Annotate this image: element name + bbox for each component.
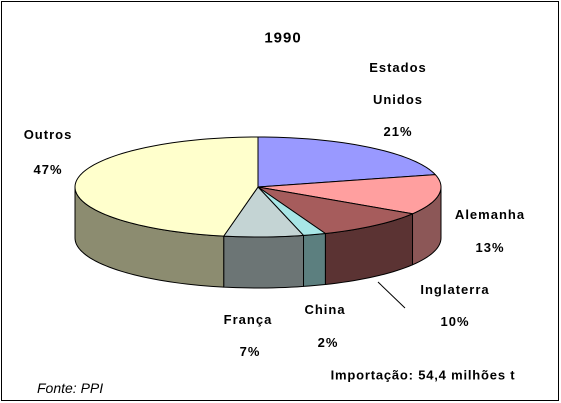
slice-label: Alemanha: [454, 207, 526, 222]
pie: [74, 136, 442, 289]
slice: [257, 186, 414, 234]
slice-label: Inglaterra: [420, 282, 490, 297]
value-label: 7%: [239, 344, 261, 359]
annotation: Importação: 54,4 milhões t: [330, 367, 516, 383]
slice-label: China: [304, 302, 346, 317]
value-label: 10%: [440, 314, 470, 329]
slice-side: [303, 232, 326, 287]
value-label: 2%: [317, 335, 339, 350]
slice-side: [223, 234, 305, 289]
slice-label: França: [223, 312, 273, 327]
source: Fonte: PPI: [37, 380, 104, 396]
value-label: 13%: [475, 240, 505, 255]
chart-title: 1990: [264, 29, 302, 47]
value-label: 47%: [33, 162, 63, 177]
slice-label: Estados Unidos: [369, 60, 427, 107]
slice: [257, 174, 442, 215]
value-label: 21%: [383, 124, 413, 139]
slice-label: Outros: [23, 127, 73, 142]
leader-line: [377, 281, 406, 309]
slice: [74, 136, 259, 237]
slice: [223, 186, 305, 238]
slice: [257, 136, 436, 188]
